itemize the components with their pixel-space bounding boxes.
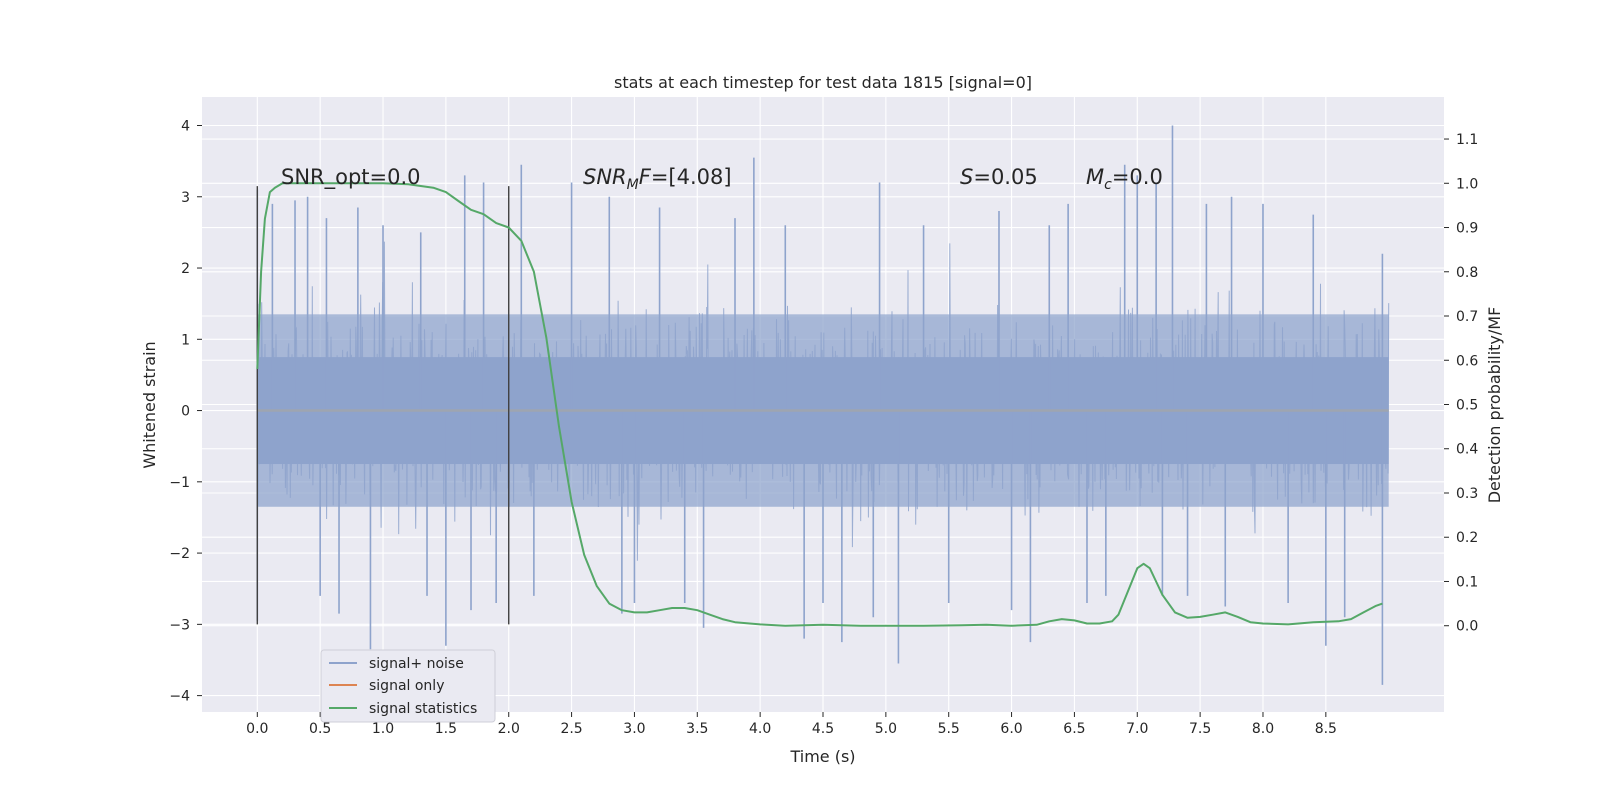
right-y-tick-label: 0.0: [1456, 619, 1478, 635]
series-signal-statistics: [256, 182, 1383, 627]
x-tick-label: 4.5: [812, 721, 834, 737]
right-y-tick-label: 0.2: [1456, 530, 1478, 546]
right-y-tick-label: 0.6: [1456, 353, 1478, 369]
right-y-axis-ticks: 0.0 0.1 0.2 0.3 0.4 0.5 0.6 0.7 0.8 0.9 1.0 1.1: [1444, 132, 1478, 635]
y-tick-label: 4: [181, 119, 190, 135]
y-tick-label: 1: [181, 332, 190, 348]
right-y-tick-label: 0.4: [1456, 442, 1478, 458]
y-tick-label: −4: [169, 689, 190, 705]
annotation-snr-mf: SNRMF=[4.08]: [583, 165, 732, 193]
x-tick-label: 5.5: [938, 721, 960, 737]
annotation-mc-sub: c: [1104, 177, 1112, 193]
legend-box: [320, 649, 496, 723]
x-axis-ticks: 0.0 0.5 1.0 1.5 2.0 2.5 3.0 3.5 4.0 4.5 5.0 5.5 6.0 6…: [246, 712, 1337, 737]
x-tick-label: 5.0: [875, 721, 897, 737]
y-tick-label: −2: [169, 546, 190, 562]
vertical-markers: [256, 186, 510, 625]
y-axis-ticks: −4 −3 −2 −1 0 1 2 3 4: [169, 119, 202, 705]
signal-statistics-line: [256, 182, 1383, 627]
x-tick-label: 7.0: [1126, 721, 1148, 737]
x-tick-label: 3.0: [623, 721, 645, 737]
right-y-tick-label: 0.5: [1456, 398, 1478, 414]
right-y-tick-label: 1.0: [1456, 176, 1478, 192]
right-y-tick-label: 0.7: [1456, 309, 1478, 325]
annotation-snr-opt: SNR_opt=0.0: [281, 165, 421, 190]
legend-label-signal-plus-noise: signal+ noise: [369, 656, 464, 672]
x-tick-label: 1.5: [435, 721, 457, 737]
x-tick-label: 6.0: [1000, 721, 1022, 737]
x-axis-label: Time (s): [789, 747, 855, 766]
annotation-s: S=0.05: [960, 165, 1038, 189]
x-tick-label: 8.5: [1315, 721, 1337, 737]
x-tick-label: 7.5: [1189, 721, 1211, 737]
x-tick-label: 1.0: [372, 721, 394, 737]
y-tick-label: 0: [181, 404, 190, 420]
y-tick-label: 3: [181, 190, 190, 206]
x-tick-label: 2.5: [560, 721, 582, 737]
right-y-tick-label: 0.8: [1456, 265, 1478, 281]
annotation-mc-name: M: [1086, 165, 1104, 189]
x-tick-label: 6.5: [1063, 721, 1085, 737]
x-tick-label: 0.0: [246, 721, 268, 737]
annotation-mc-value: =0.0: [1112, 165, 1163, 189]
annotation-snr-mf-post: F: [639, 165, 652, 189]
annotation-snr-mf-value: =[4.08]: [651, 165, 732, 189]
x-tick-label: 0.5: [309, 721, 331, 737]
y-tick-label: −1: [169, 475, 190, 491]
legend-label-signal-statistics: signal statistics: [369, 701, 477, 717]
annotation-snr-mf-sub: M: [627, 177, 639, 193]
right-y-axis-label: Detection probability/MF: [1485, 307, 1504, 504]
legend-label-signal-only: signal only: [369, 678, 444, 694]
y-axis-label: Whitened strain: [140, 341, 159, 468]
x-tick-label: 2.0: [498, 721, 520, 737]
right-y-tick-label: 0.9: [1456, 221, 1478, 237]
annotation-snr-mf-name: SNR: [583, 165, 627, 189]
annotation-s-name: S: [960, 165, 973, 189]
annotation-s-value: =0.05: [973, 165, 1037, 189]
right-y-tick-label: 0.1: [1456, 574, 1478, 590]
annotation-mc: Mc=0.0: [1086, 165, 1163, 193]
chart-title: stats at each timestep for test data 181…: [614, 73, 1032, 92]
y-tick-label: −3: [169, 617, 190, 633]
y-tick-label: 2: [181, 261, 190, 277]
x-tick-label: 3.5: [686, 721, 708, 737]
legend: signal+ noise signal only signal statist…: [320, 649, 496, 723]
x-tick-label: 4.0: [749, 721, 771, 737]
right-y-tick-label: 1.1: [1456, 132, 1478, 148]
right-y-tick-label: 0.3: [1456, 486, 1478, 502]
x-tick-label: 8.0: [1252, 721, 1274, 737]
